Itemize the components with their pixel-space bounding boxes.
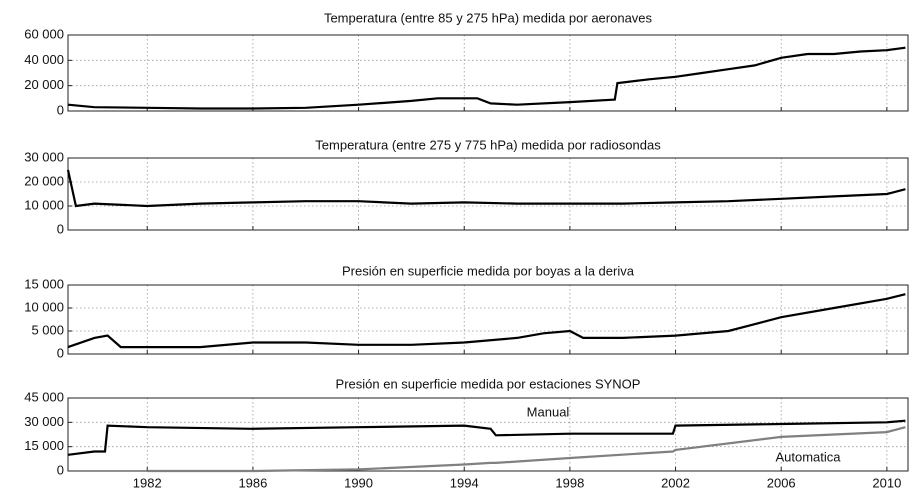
data-line: [67, 419, 906, 456]
y-tick-label: 10 000: [24, 197, 64, 212]
x-tick-label: 2002: [661, 475, 690, 490]
data-line: [67, 293, 906, 349]
y-tick-label: 40 000: [24, 52, 64, 67]
x-tick-label: 2010: [872, 475, 901, 490]
x-tick-label: 1982: [133, 475, 162, 490]
plot-frame: [67, 157, 909, 231]
x-tick-label: 2006: [767, 475, 796, 490]
chart-title: Presión en superficie medida por boyas a…: [342, 263, 635, 278]
y-tick-label: 5 000: [31, 322, 64, 337]
y-tick-label: 20 000: [24, 77, 64, 92]
plot-frame: [67, 284, 909, 355]
y-tick-label: 30 000: [24, 414, 64, 429]
x-tick-label: 1998: [555, 475, 584, 490]
y-tick-label: 15 000: [24, 438, 64, 453]
x-tick-label: 1986: [238, 475, 267, 490]
chart-title: Temperatura (entre 85 y 275 hPa) medida …: [324, 10, 653, 25]
y-tick-label: 15 000: [24, 276, 64, 291]
x-tick-label: 1990: [344, 475, 373, 490]
y-tick-label: 45 000: [24, 389, 64, 404]
y-tick-label: 0: [57, 102, 64, 117]
data-line: [147, 426, 906, 473]
y-tick-label: 10 000: [24, 299, 64, 314]
data-line: [66, 169, 906, 208]
y-tick-label: 20 000: [24, 173, 64, 188]
chart-title: Presión en superficie medida por estacio…: [336, 376, 641, 391]
data-line: [67, 46, 906, 110]
y-tick-label: 0: [57, 221, 64, 236]
x-tick-label: 1994: [450, 475, 479, 490]
y-tick-label: 60 000: [24, 26, 64, 41]
y-tick-label: 0: [57, 345, 64, 360]
series-label: Automatica: [775, 449, 841, 464]
series-label: Manual: [527, 404, 570, 419]
plot-frame: [67, 34, 909, 112]
y-tick-label: 0: [57, 462, 64, 477]
plot-frame: [67, 397, 909, 472]
chart-title: Temperatura (entre 275 y 775 hPa) medida…: [315, 137, 661, 152]
y-tick-label: 30 000: [24, 149, 64, 164]
